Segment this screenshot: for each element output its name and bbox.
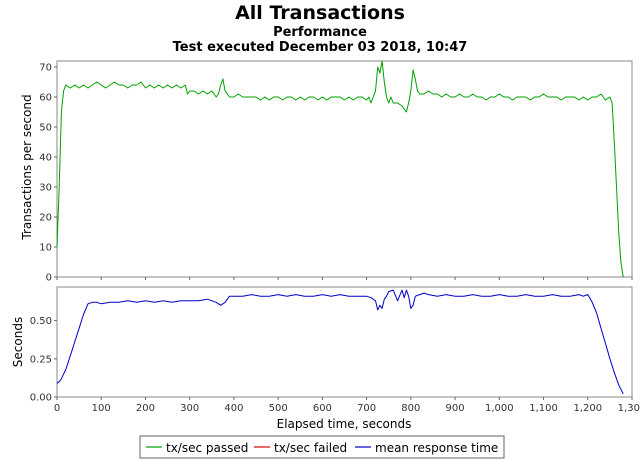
x-tick-label: 300	[180, 403, 199, 414]
bottom-y-tick-label: 0.00	[30, 393, 52, 404]
chart-subtitle-date: Test executed December 03 2018, 10:47	[173, 40, 468, 55]
bottom-y-tick-label: 0.25	[30, 354, 52, 365]
x-tick-label: 900	[446, 403, 465, 414]
x-tick-label: 1,100	[529, 403, 558, 414]
x-tick-label: 800	[401, 403, 420, 414]
top-y-tick-label: 40	[39, 153, 52, 164]
top-plot-frame	[56, 60, 633, 278]
legend-label-response: mean response time	[375, 441, 498, 455]
x-tick-label: 1,000	[485, 403, 514, 414]
x-tick-label: 1,200	[573, 403, 602, 414]
x-tick-label: 600	[313, 403, 332, 414]
top-y-tick-label: 60	[39, 93, 52, 104]
legend: tx/sec passed tx/sec failed mean respons…	[139, 435, 505, 459]
x-tick-label: 400	[224, 403, 243, 414]
top-y-tick-label: 30	[39, 183, 52, 194]
bottom-y-tick-label: 0.50	[30, 316, 52, 327]
bottom-plot-frame	[56, 286, 633, 398]
top-y-tick-label: 70	[39, 63, 52, 74]
x-tick-label: 200	[136, 403, 155, 414]
series-line-mean-response-time	[56, 289, 624, 395]
top-y-tick-label: 10	[39, 243, 52, 254]
x-axis-label: Elapsed time, seconds	[277, 417, 412, 431]
x-tick-label: 700	[357, 403, 376, 414]
legend-label-passed: tx/sec passed	[166, 441, 248, 455]
legend-label-failed: tx/sec failed	[274, 441, 347, 455]
bottom-plot: 0.00 0.25 0.50 0 100 200 300 400 500 600 700 800 900…	[30, 286, 640, 414]
bottom-y-axis-label: Seconds	[11, 317, 25, 367]
x-tick-label: 1,300	[618, 403, 640, 414]
top-plot: 0 10 20 30 40 50 60 70	[39, 60, 633, 284]
top-y-tick-label: 50	[39, 123, 52, 134]
x-tick-label: 500	[269, 403, 288, 414]
chart-title: All Transactions	[235, 2, 405, 24]
top-y-tick-label: 20	[39, 213, 52, 224]
series-line-tx-sec-passed	[56, 60, 624, 278]
chart-subtitle: Performance	[273, 25, 367, 40]
top-y-axis-label: Transactions per second	[20, 94, 34, 240]
legend-box	[139, 435, 505, 459]
top-y-tick-label: 0	[46, 273, 52, 284]
x-tick-label: 0	[54, 403, 60, 414]
x-tick-label: 100	[92, 403, 111, 414]
